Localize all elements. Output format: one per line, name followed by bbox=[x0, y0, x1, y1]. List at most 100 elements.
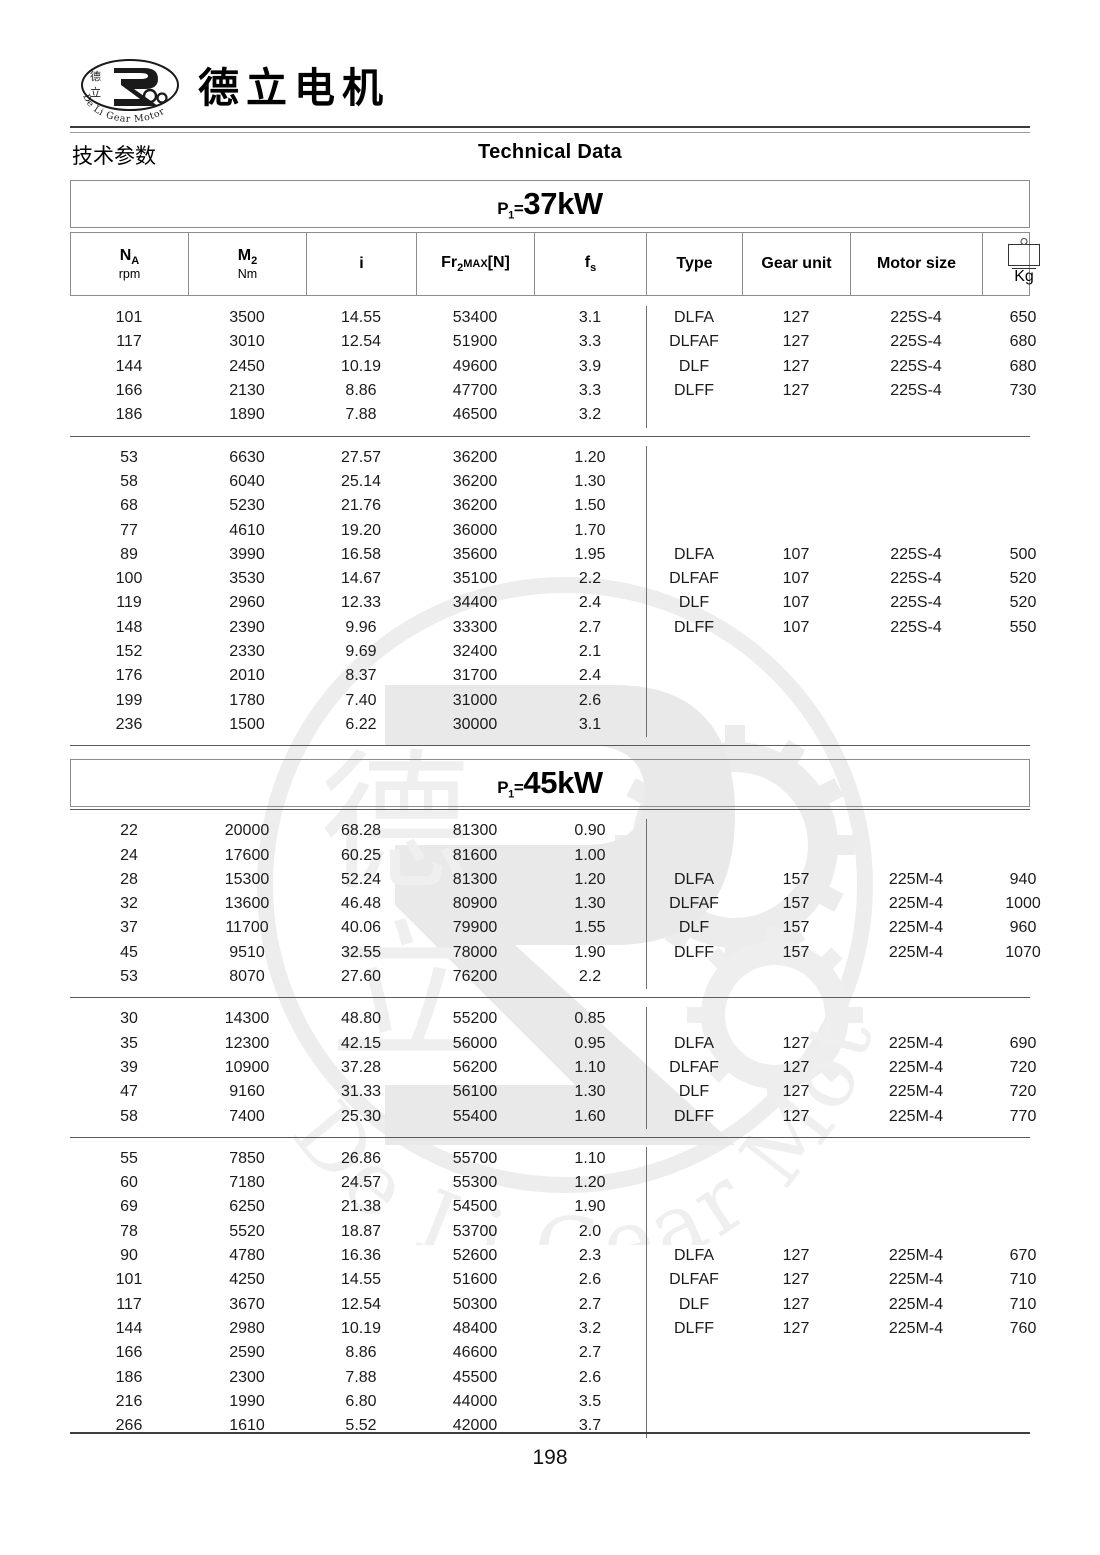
cell-na: 24 bbox=[120, 846, 138, 864]
cell-m2: 5230 bbox=[229, 497, 265, 515]
cell-motor: 225S-4 bbox=[890, 357, 942, 375]
cell-fr2: 53400 bbox=[452, 309, 498, 327]
cell-i: 12.54 bbox=[340, 333, 382, 351]
table-row: 101 4250 14.55 51600 2.6 bbox=[70, 1268, 1030, 1292]
cell-na: 78 bbox=[120, 1222, 138, 1240]
cell-i: 26.86 bbox=[340, 1149, 382, 1167]
cell-kg: 1070 bbox=[1005, 943, 1041, 961]
cell-na: 216 bbox=[115, 1392, 143, 1410]
cell-fs: 3.9 bbox=[578, 357, 602, 375]
row-spacer bbox=[70, 1244, 646, 1268]
cell-i: 7.88 bbox=[345, 406, 377, 424]
cell-fs: 3.7 bbox=[578, 1417, 602, 1435]
cell-fr2: 46600 bbox=[452, 1344, 498, 1362]
cell-na: 144 bbox=[115, 357, 143, 375]
cell-type: DLFAF bbox=[669, 895, 719, 913]
cell-kg: 500 bbox=[1009, 545, 1037, 563]
column-header-fr2: Fr2MAX[N] bbox=[417, 233, 535, 295]
cell-na: 28 bbox=[120, 870, 138, 888]
cell-na: 58 bbox=[120, 472, 138, 490]
cell-gear: 107 bbox=[782, 618, 810, 636]
row-spacer bbox=[70, 1317, 646, 1341]
cell-i: 6.22 bbox=[345, 715, 377, 733]
cell-gear: 157 bbox=[782, 919, 810, 937]
cell-m2: 3500 bbox=[229, 309, 265, 327]
table-row: 78 5520 18.87 53700 2.0 bbox=[70, 1220, 1030, 1244]
cell-kg: 710 bbox=[1009, 1295, 1037, 1313]
cell-m2: 4250 bbox=[229, 1271, 265, 1289]
row-spacer bbox=[70, 567, 646, 591]
row-spacer bbox=[70, 941, 646, 965]
cell-m2: 2010 bbox=[229, 667, 265, 685]
cell-m2: 6630 bbox=[229, 448, 265, 466]
cell-kg: 680 bbox=[1009, 357, 1037, 375]
cell-m2: 5520 bbox=[229, 1222, 265, 1240]
cell-m2: 7400 bbox=[229, 1107, 265, 1125]
cell-fr2: 81300 bbox=[452, 822, 498, 840]
row-spacer bbox=[70, 1056, 646, 1080]
table-row-type: DLF 127 225M-4 720 bbox=[70, 1080, 1036, 1104]
cell-fs: 3.2 bbox=[578, 406, 602, 424]
table-row: 69 6250 21.38 54500 1.90 bbox=[70, 1195, 1030, 1219]
cell-motor: 225M-4 bbox=[888, 895, 944, 913]
cell-na: 100 bbox=[115, 570, 143, 588]
cell-gear: 127 bbox=[782, 357, 810, 375]
cell-gear: 127 bbox=[782, 333, 810, 351]
cell-na: 176 bbox=[115, 667, 143, 685]
cell-gear: 127 bbox=[782, 1034, 810, 1052]
cell-na: 166 bbox=[115, 1344, 143, 1362]
cell-i: 7.88 bbox=[345, 1368, 377, 1386]
cell-m2: 2590 bbox=[229, 1344, 265, 1362]
cell-i: 8.86 bbox=[345, 1344, 377, 1362]
cell-na: 166 bbox=[115, 382, 143, 400]
cell-na: 68 bbox=[120, 497, 138, 515]
svg-text:德: 德 bbox=[90, 69, 101, 83]
row-spacer bbox=[70, 379, 646, 403]
table-row: 144 2450 10.19 49600 3.9 bbox=[70, 355, 1030, 379]
cell-type: DLFF bbox=[674, 943, 714, 961]
cell-fr2: 51900 bbox=[452, 333, 498, 351]
table-row: 266 1610 5.52 42000 3.7 bbox=[70, 1414, 1030, 1438]
page-title-cn: 技术参数 bbox=[72, 144, 156, 168]
cell-fs: 3.3 bbox=[578, 333, 602, 351]
cell-type: DLF bbox=[678, 919, 710, 937]
cell-m2: 2980 bbox=[229, 1319, 265, 1337]
cell-i: 14.55 bbox=[340, 1271, 382, 1289]
power-value: 45kW bbox=[523, 765, 603, 801]
cell-m2: 3530 bbox=[229, 570, 265, 588]
table-row: 77 4610 19.20 36000 1.70 bbox=[70, 518, 1030, 542]
cell-fs: 1.20 bbox=[574, 448, 606, 466]
data-block: 22 20000 68.28 81300 0.90 24 17600 60.25 81600 1.… bbox=[70, 819, 1041, 990]
table-row: 176 2010 8.37 31700 2.4 bbox=[70, 664, 1030, 688]
cell-na: 101 bbox=[115, 1271, 143, 1289]
cell-i: 68.28 bbox=[340, 822, 382, 840]
table-row: 60 7180 24.57 55300 1.20 bbox=[70, 1171, 1030, 1195]
row-spacer bbox=[70, 543, 646, 567]
cell-i: 27.57 bbox=[340, 448, 382, 466]
cell-kg: 520 bbox=[1009, 594, 1037, 612]
cell-na: 60 bbox=[120, 1174, 138, 1192]
table-row-type: DLFF 127 225M-4 770 bbox=[70, 1104, 1036, 1128]
cell-m2: 3670 bbox=[229, 1295, 265, 1313]
cell-motor: 225M-4 bbox=[888, 1083, 944, 1101]
cell-kg: 690 bbox=[1009, 1034, 1037, 1052]
cell-i: 8.37 bbox=[345, 667, 377, 685]
column-header-type: Type bbox=[647, 233, 743, 295]
cell-type: DLFAF bbox=[669, 570, 719, 588]
cell-motor: 225M-4 bbox=[888, 1107, 944, 1125]
row-spacer bbox=[70, 1268, 646, 1292]
cell-m2: 2960 bbox=[229, 594, 265, 612]
cell-fr2: 36200 bbox=[452, 448, 498, 466]
cell-gear: 157 bbox=[782, 943, 810, 961]
data-block: 53 6630 27.57 36200 1.20 58 6040 25.14 36200 1.30… bbox=[70, 445, 1036, 738]
cell-m2: 1500 bbox=[229, 715, 265, 733]
column-header-i-label: i bbox=[359, 255, 364, 273]
page-title-row: 技术参数 Technical Data bbox=[70, 140, 1030, 170]
cell-fr2: 35600 bbox=[452, 545, 498, 563]
cell-gear: 157 bbox=[782, 895, 810, 913]
power-prefix: P1= bbox=[497, 778, 524, 801]
cell-type: DLFA bbox=[673, 545, 714, 563]
table-row-type: DLFA 157 225M-4 940 bbox=[70, 868, 1036, 892]
cell-m2: 14300 bbox=[224, 1010, 270, 1028]
cell-fs: 3.1 bbox=[578, 309, 602, 327]
